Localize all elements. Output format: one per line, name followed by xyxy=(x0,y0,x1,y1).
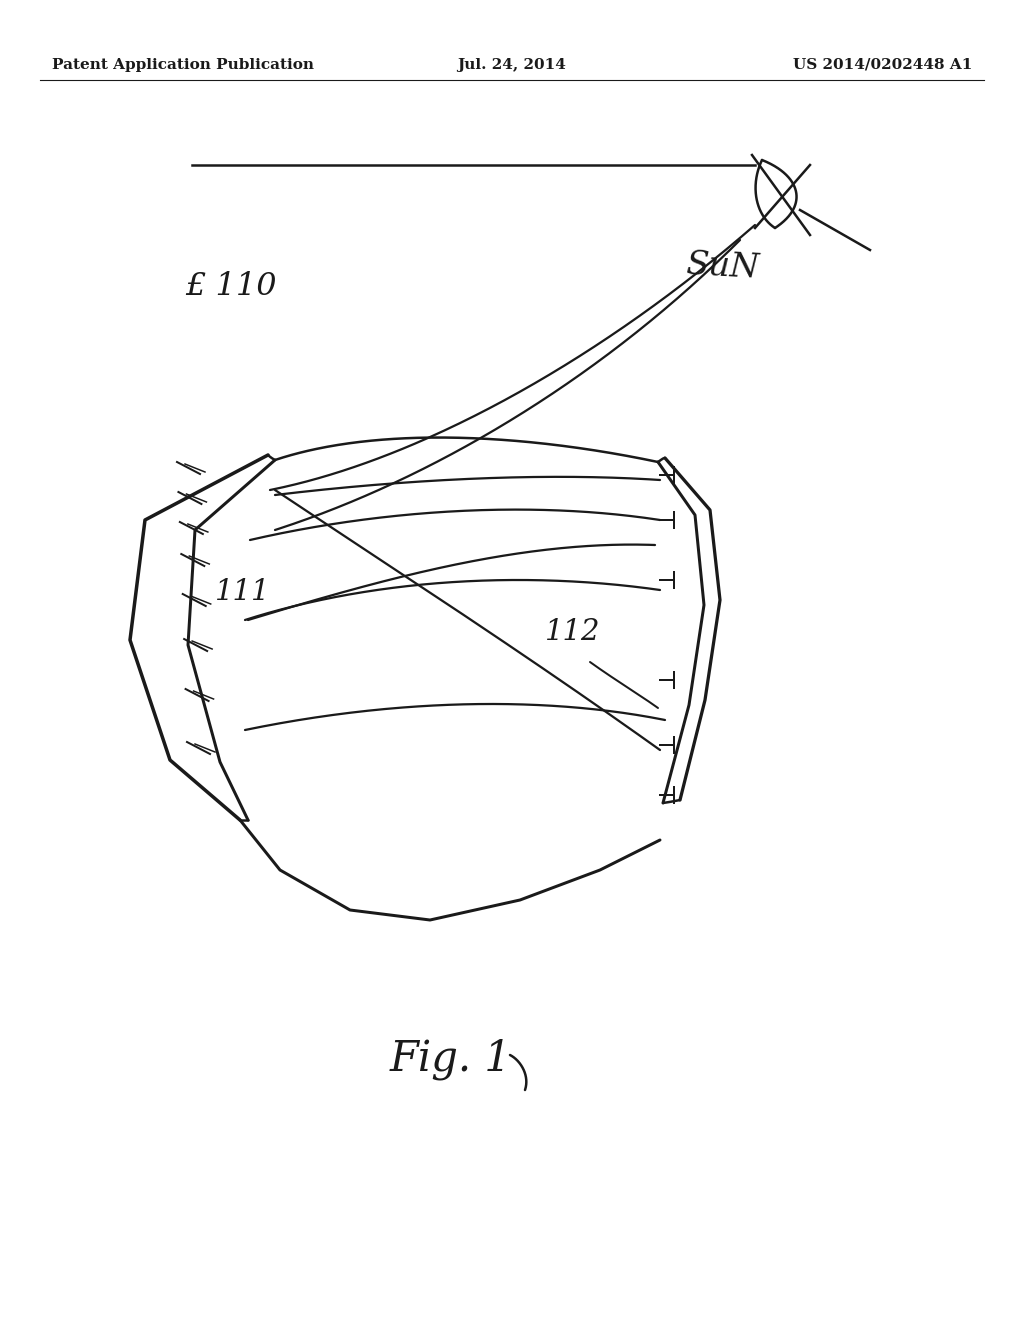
Text: 111: 111 xyxy=(215,578,270,606)
Text: Fig. 1: Fig. 1 xyxy=(390,1038,512,1080)
Text: £ 110: £ 110 xyxy=(185,271,276,302)
Text: 112: 112 xyxy=(545,618,600,645)
Text: Jul. 24, 2014: Jul. 24, 2014 xyxy=(458,58,566,73)
Text: US 2014/0202448 A1: US 2014/0202448 A1 xyxy=(793,58,972,73)
Text: SuN: SuN xyxy=(685,249,760,285)
Text: Patent Application Publication: Patent Application Publication xyxy=(52,58,314,73)
